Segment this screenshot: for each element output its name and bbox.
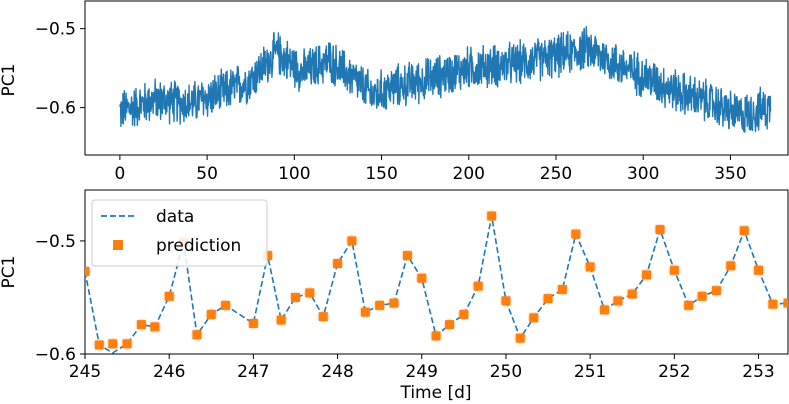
prediction-marker <box>585 262 595 272</box>
prediction-marker <box>347 236 357 246</box>
legend-box <box>91 199 268 267</box>
bottom-chart: 245 246 247 248 249 250 251 252 253 −0.5 −0.6 PC1… <box>0 189 789 403</box>
prediction-marker <box>501 296 511 306</box>
bottom-x-tick-label: 249 <box>406 362 438 382</box>
prediction-marker <box>599 305 609 315</box>
prediction-marker <box>669 265 679 275</box>
prediction-marker <box>543 294 553 304</box>
prediction-marker <box>164 291 174 301</box>
prediction-marker <box>263 251 273 261</box>
prediction-marker <box>108 339 118 349</box>
bottom-series-group <box>85 210 788 354</box>
bottom-y-tick-label: −0.6 <box>35 345 76 365</box>
prediction-marker <box>318 312 328 322</box>
bottom-y-axis-label: PC1 <box>0 256 19 289</box>
prediction-marker <box>122 339 132 349</box>
prediction-marker <box>333 259 343 269</box>
top-x-tick-label: 0 <box>114 164 125 184</box>
top-chart: 0 50 100 150 200 250 300 350 −0.5 −0.6 PC1 <box>0 0 789 184</box>
prediction-marker <box>150 322 160 332</box>
prediction-marker <box>445 320 455 330</box>
prediction-marker <box>221 300 231 310</box>
top-series-group <box>119 26 772 133</box>
prediction-marker <box>571 229 581 239</box>
top-y-axis-label: PC1 <box>0 64 19 97</box>
prediction-marker <box>515 333 525 343</box>
top-y-ticks: −0.5 −0.6 <box>35 20 85 119</box>
prediction-marker <box>783 298 788 308</box>
top-x-tick-label: 350 <box>714 164 746 184</box>
prediction-marker <box>529 313 539 323</box>
prediction-marker <box>85 266 90 276</box>
bottom-x-tick-label: 248 <box>321 362 353 382</box>
prediction-marker <box>248 318 258 328</box>
top-x-tick-label: 250 <box>540 164 572 184</box>
prediction-marker <box>473 281 483 291</box>
prediction-marker <box>739 226 749 236</box>
prediction-marker <box>642 270 652 280</box>
prediction-marker <box>487 211 497 221</box>
prediction-marker <box>726 261 736 271</box>
top-y-tick-label: −0.6 <box>35 99 76 119</box>
bottom-y-tick-label: −0.5 <box>35 232 76 252</box>
prediction-marker <box>557 285 567 295</box>
top-y-tick-label: −0.5 <box>35 20 76 40</box>
prediction-marker <box>290 292 300 302</box>
bottom-x-tick-label: 253 <box>742 362 774 382</box>
bottom-x-tick-label: 251 <box>574 362 606 382</box>
top-x-tick-label: 100 <box>278 164 310 184</box>
prediction-marker <box>402 251 412 261</box>
top-x-ticks: 0 50 100 150 200 250 300 350 <box>114 155 747 184</box>
prediction-marker <box>655 225 665 235</box>
bottom-x-ticks: 245 246 247 248 249 250 251 252 253 <box>69 354 775 382</box>
prediction-marker <box>192 330 202 340</box>
bottom-x-tick-label: 246 <box>153 362 185 382</box>
prediction-marker <box>431 331 441 341</box>
prediction-marker <box>627 289 637 299</box>
prediction-marker <box>459 309 469 319</box>
data-series-line <box>85 215 788 354</box>
prediction-marker <box>768 299 778 309</box>
top-series-line <box>119 26 772 133</box>
prediction-marker <box>305 288 315 298</box>
top-x-tick-label: 300 <box>627 164 659 184</box>
prediction-marker <box>417 273 427 283</box>
top-x-tick-label: 200 <box>453 164 485 184</box>
bottom-x-axis-label: Time [d] <box>399 383 471 403</box>
bottom-x-tick-label: 252 <box>658 362 690 382</box>
prediction-marker <box>375 300 385 310</box>
prediction-marker <box>206 309 216 319</box>
prediction-marker <box>94 340 104 350</box>
prediction-marker <box>360 307 370 317</box>
bottom-y-ticks: −0.5 −0.6 <box>35 232 85 365</box>
legend: data prediction <box>91 199 268 267</box>
bottom-x-tick-label: 247 <box>237 362 269 382</box>
prediction-marker <box>711 286 721 296</box>
prediction-marker <box>136 320 146 330</box>
top-x-tick-label: 50 <box>196 164 218 184</box>
legend-prediction-marker <box>113 240 123 250</box>
prediction-marker <box>697 291 707 301</box>
prediction-marker <box>684 300 694 310</box>
bottom-x-tick-label: 245 <box>69 362 101 382</box>
prediction-marker <box>389 298 399 308</box>
legend-data-label: data <box>156 207 194 227</box>
prediction-marker <box>613 296 623 306</box>
bottom-x-tick-label: 250 <box>490 362 522 382</box>
prediction-marker <box>754 265 764 275</box>
prediction-marker <box>276 315 286 325</box>
top-x-tick-label: 150 <box>365 164 397 184</box>
legend-prediction-label: prediction <box>156 236 241 256</box>
